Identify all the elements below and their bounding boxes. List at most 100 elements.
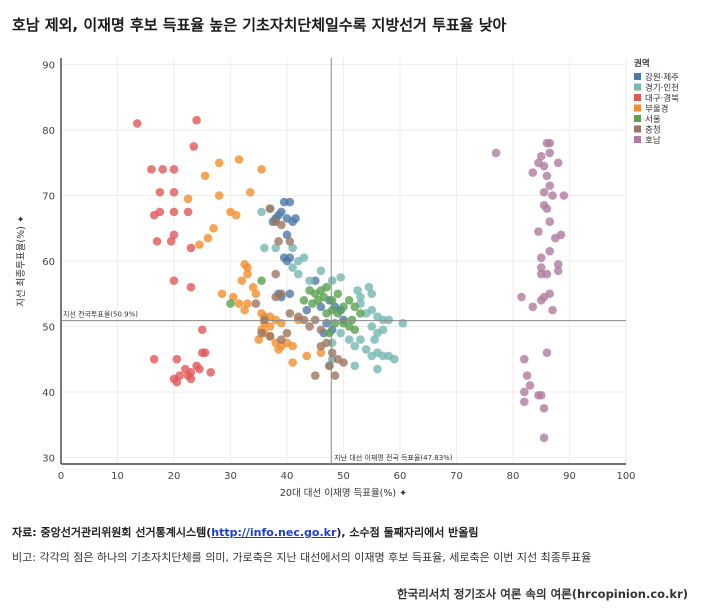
data-point — [279, 253, 289, 263]
y-axis-label: 지선 최종투표율(%) ✦ — [16, 215, 27, 307]
data-point — [361, 345, 371, 354]
source-prefix: 자료: 중앙선거관리위원회 선거통계시스템( — [12, 526, 212, 539]
data-point — [257, 276, 266, 285]
data-point — [364, 282, 374, 292]
data-point — [265, 332, 275, 341]
data-point — [158, 165, 167, 174]
data-point — [195, 364, 204, 374]
chart-svg: 0 10 20 30 40 50 60 70 80 90 100 30 40 50 60 70 80 90 20대 … — [16, 58, 679, 499]
data-point — [536, 263, 546, 272]
data-point — [260, 315, 269, 325]
y-tick-label: 80 — [42, 126, 55, 137]
data-point — [172, 377, 182, 387]
data-point — [347, 315, 357, 325]
source-line: 자료: 중앙선거관리위원회 선거통계시스템(http://info.nec.go… — [12, 524, 702, 540]
source-suffix: ), 소수점 둘째자리에서 반올림 — [336, 526, 479, 539]
data-point — [155, 207, 165, 217]
data-point — [271, 243, 281, 253]
data-point — [316, 302, 326, 312]
data-point — [169, 187, 179, 197]
data-point — [356, 309, 365, 318]
data-point — [172, 354, 182, 364]
reference-label-v: 지난 대선 이재명 전국 득표율(47.83%) — [334, 453, 453, 462]
data-point — [367, 305, 377, 315]
data-point — [277, 207, 286, 217]
data-point — [548, 191, 557, 200]
data-point — [183, 207, 193, 217]
legend-label: 충청 — [645, 126, 661, 136]
data-point — [243, 299, 252, 308]
data-point — [319, 292, 329, 302]
data-point — [265, 204, 275, 213]
data-point — [373, 364, 382, 374]
data-point — [353, 286, 362, 295]
data-point — [169, 207, 179, 217]
data-point — [288, 341, 297, 351]
x-tick-label: 50 — [337, 471, 350, 482]
data-point — [327, 295, 337, 305]
data-point — [277, 220, 286, 230]
data-point — [330, 371, 340, 380]
data-point — [299, 253, 309, 263]
data-point — [350, 361, 360, 371]
data-point — [186, 374, 196, 384]
legend-label: 호남 — [645, 136, 661, 146]
data-point — [545, 217, 555, 227]
x-axis-label: 20대 대선 이재명 득표율(%) ✦ — [280, 488, 407, 499]
data-point — [245, 187, 255, 197]
data-point — [169, 230, 179, 240]
data-point — [206, 368, 216, 377]
legend-label: 강원·제주 — [645, 72, 679, 83]
data-point — [200, 171, 210, 181]
data-point — [288, 243, 297, 253]
x-tick-label: 100 — [616, 471, 635, 482]
data-point — [390, 354, 399, 364]
data-point — [186, 282, 196, 292]
data-point — [545, 246, 555, 256]
data-point — [189, 142, 199, 151]
data-point — [152, 237, 162, 246]
data-point — [528, 302, 538, 312]
data-point — [322, 282, 331, 292]
data-point — [520, 387, 529, 397]
legend-title: 권역 — [634, 58, 650, 69]
data-point — [336, 328, 345, 338]
data-point — [166, 237, 176, 246]
data-point — [350, 325, 360, 335]
data-point — [214, 158, 224, 168]
data-point — [169, 165, 179, 174]
data-point — [327, 276, 337, 285]
data-point — [542, 204, 552, 213]
data-point — [251, 289, 261, 299]
data-point — [333, 309, 343, 318]
data-point — [248, 282, 258, 292]
source-link[interactable]: http://info.nec.go.kr — [211, 526, 337, 539]
data-point — [147, 165, 156, 174]
data-point — [183, 194, 193, 204]
data-point — [536, 390, 546, 400]
data-point — [302, 351, 312, 361]
legend-label: 경기·인천 — [645, 83, 679, 94]
data-point — [559, 191, 569, 200]
data-point — [339, 302, 348, 312]
chart-title: 호남 제외, 이재명 후보 득표율 높은 기초자치단체일수록 지방선거 투표율 … — [12, 16, 507, 34]
legend-label: 부울경 — [645, 104, 668, 115]
legend-swatch — [634, 94, 641, 101]
data-point — [299, 315, 309, 325]
data-point — [226, 299, 235, 308]
x-tick-label: 20 — [168, 471, 181, 482]
data-point — [217, 289, 227, 299]
data-point — [536, 253, 546, 263]
data-point — [285, 237, 295, 246]
data-point — [251, 299, 261, 308]
data-point — [356, 292, 365, 302]
data-point — [285, 309, 295, 318]
data-point — [325, 361, 334, 371]
data-point — [344, 295, 354, 305]
data-point — [545, 138, 555, 148]
data-point — [316, 266, 326, 276]
data-point — [271, 269, 281, 279]
data-point — [539, 187, 549, 197]
data-point — [384, 315, 394, 325]
data-point — [517, 292, 526, 302]
